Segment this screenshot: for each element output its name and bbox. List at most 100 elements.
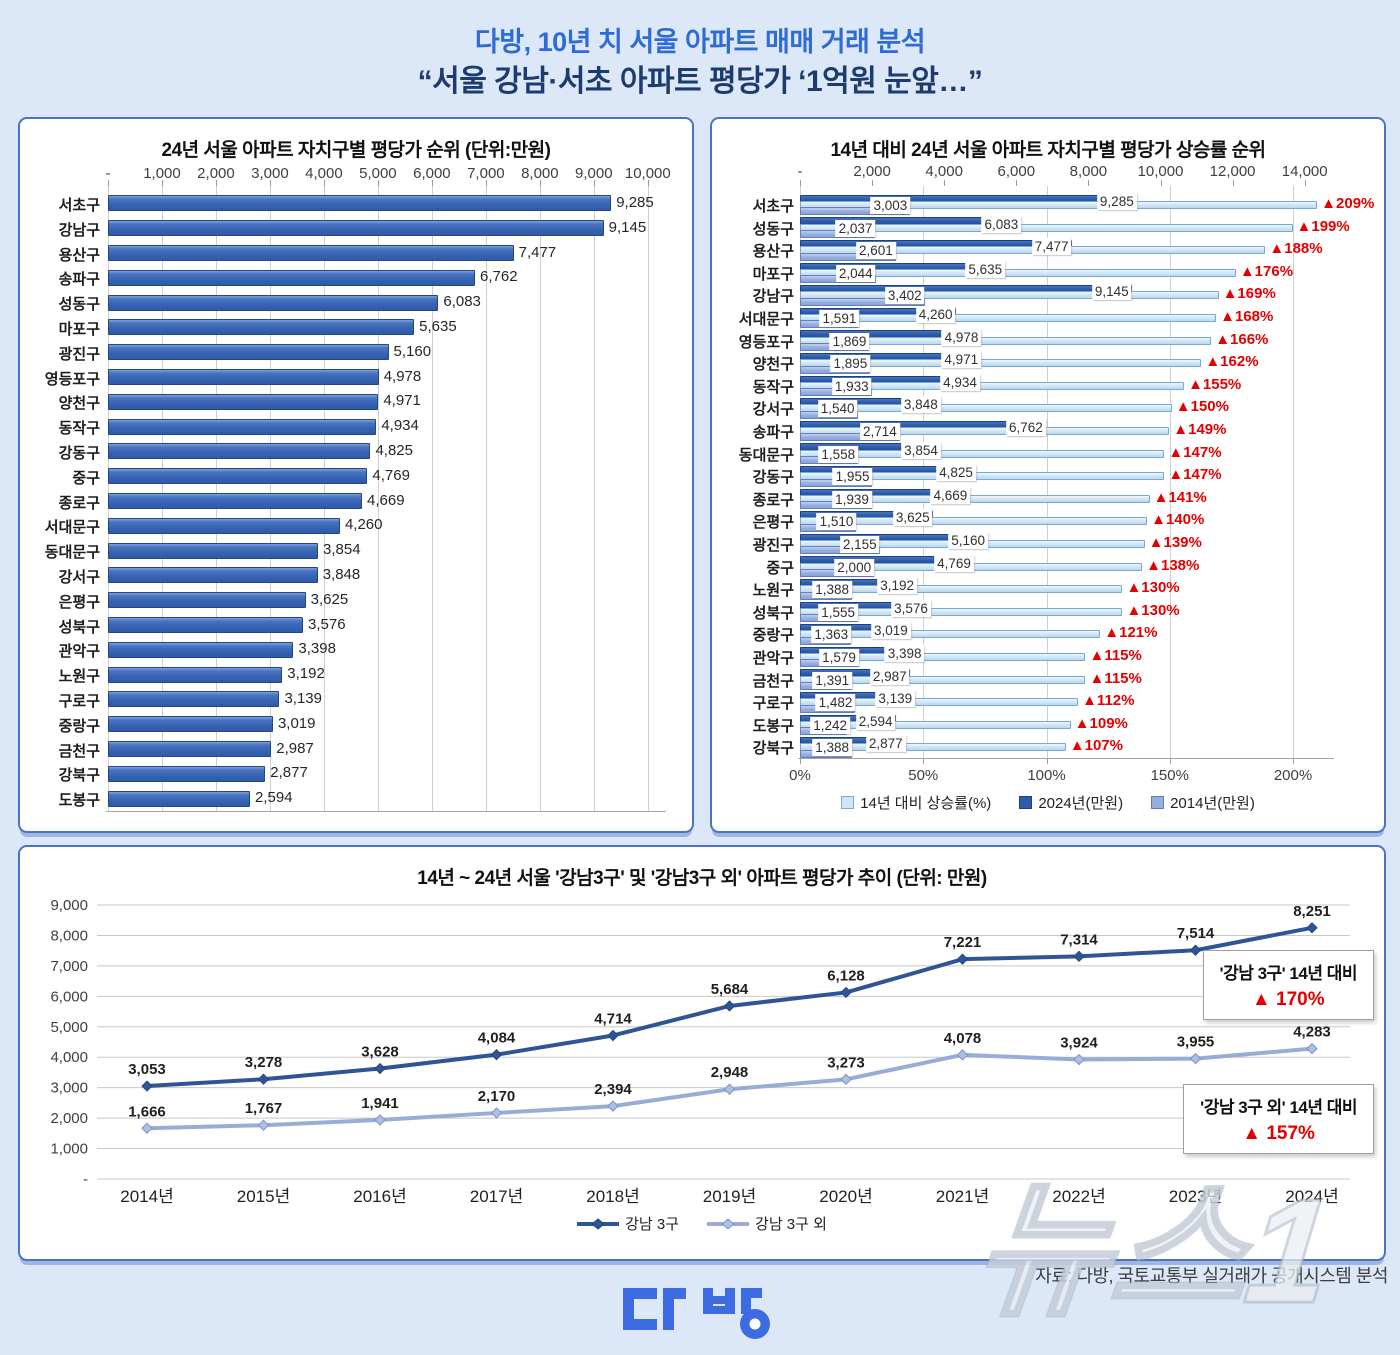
data-point-label: 8,251	[1293, 903, 1331, 920]
district-label: 양천구	[58, 395, 100, 413]
chart1-title: 24년 서울 아파트 자치구별 평당가 순위 (단위:만원)	[161, 140, 551, 161]
value-label-2014: 1,391	[812, 671, 853, 689]
value-label-2024: 3,139	[875, 690, 916, 708]
value-label: 9,145	[608, 218, 647, 236]
rise-rate-label: ▲150%	[1175, 398, 1229, 416]
district-label: 강북구	[752, 740, 794, 758]
value-label-2024: 4,971	[941, 351, 982, 369]
data-point-marker	[1073, 1053, 1085, 1066]
bar-rise-rate	[800, 698, 1079, 707]
percent-axis-tick	[1169, 758, 1171, 764]
percent-axis-tick	[923, 758, 925, 764]
price-bar	[108, 517, 340, 534]
data-point-label: 1,666	[128, 1103, 166, 1120]
legend-swatch	[841, 796, 855, 809]
x-axis-baseline	[798, 758, 1334, 759]
y-axis-tick-label: 7,000	[50, 958, 88, 975]
value-label-2024: 2,987	[869, 667, 910, 685]
x-axis-tick-label: 2018년	[586, 1187, 639, 1206]
chart2-title: 14년 대비 24년 서울 아파트 자치구별 평당가 상승률 순위	[830, 140, 1266, 161]
district-label: 중구	[766, 559, 794, 577]
percent-axis-tick	[1293, 758, 1294, 764]
district-row: 구로구 3,139	[20, 687, 688, 712]
district-row: 강북구 2,877	[20, 761, 688, 786]
district-row: 종로구 4,669	[20, 489, 688, 514]
price-bar	[108, 492, 363, 509]
data-point-label: 3,628	[361, 1044, 399, 1061]
x-axis-tick-label: 10,000	[624, 165, 671, 182]
district-row: 서대문구 4,260	[20, 513, 688, 538]
district-row: 동대문구 3,854	[20, 538, 688, 563]
value-label-2024: 5,635	[965, 260, 1006, 278]
bar-rise-rate	[800, 404, 1172, 413]
percent-axis-tick	[1046, 758, 1048, 764]
value-label-2024: 4,934	[940, 373, 980, 391]
value-label-2014: 1,558	[818, 445, 859, 463]
bar-rise-rate	[800, 291, 1219, 300]
x-axis-tick-label: 2016년	[353, 1187, 406, 1206]
page-title: 다방, 10년 치 서울 아파트 매매 거래 분석	[474, 27, 926, 57]
district-label: 동대문구	[738, 446, 794, 464]
x-axis-tick-label: 2020년	[819, 1187, 872, 1206]
price-bar	[108, 691, 280, 708]
x-axis-tick-label: 8,000	[521, 165, 559, 182]
district-row: 노원구 3,192	[20, 662, 688, 687]
price-bar	[108, 443, 371, 460]
x-axis-tick-label: 9,000	[575, 165, 613, 182]
district-label: 강서구	[58, 569, 100, 586]
district-label: 양천구	[752, 356, 794, 374]
y-axis-tick-label: 3,000	[50, 1080, 88, 1097]
line-chart-canvas: - 1,000 2,000 3,000 4,000 5,000 6,000 7,000 8,00…	[50, 897, 1350, 1206]
price-bar	[108, 195, 612, 212]
rise-rate-label: ▲168%	[1220, 308, 1274, 325]
data-point-label: 4,714	[594, 1010, 632, 1027]
price-bar	[108, 244, 514, 261]
rise-rate-label: ▲112%	[1082, 692, 1135, 710]
district-row: 광진구 5,160	[20, 340, 688, 365]
value-axis-tick	[872, 180, 874, 186]
value-axis-tick	[944, 180, 946, 186]
district-label: 서초구	[752, 198, 794, 215]
value-label: 3,398	[298, 640, 336, 658]
rise-rate-label: ▲149%	[1173, 421, 1227, 438]
district-label: 관악구	[752, 650, 794, 667]
value-label-2024: 4,260	[915, 306, 956, 323]
rise-rate-label: ▲147%	[1168, 443, 1222, 461]
price-bar	[108, 393, 379, 410]
bar-rise-rate	[800, 336, 1212, 345]
data-point-marker	[374, 1062, 386, 1075]
legend-label: 강남 3구	[625, 1216, 680, 1233]
district-row: 구로구 3,139 1,482 ▲112%	[712, 690, 1380, 713]
data-point-marker	[490, 1048, 503, 1061]
district-row: 은평구 3,625 1,510 ▲140%	[712, 509, 1380, 532]
data-point-marker	[1189, 1052, 1202, 1065]
value-label: 7,477	[518, 243, 557, 261]
legend-label: 2014년(만원)	[1170, 795, 1255, 812]
value-label: 3,854	[323, 541, 361, 559]
y-axis-tick-label: 6,000	[50, 988, 88, 1005]
district-row: 강동구 4,825 1,955 ▲147%	[712, 464, 1380, 487]
rise-rate-label: ▲138%	[1146, 556, 1200, 574]
data-point-marker	[141, 1122, 153, 1134]
data-point-marker	[956, 1049, 969, 1061]
data-point-label: 4,283	[1293, 1024, 1331, 1041]
value-axis-tick	[1088, 180, 1090, 186]
district-label: 강남구	[58, 221, 100, 239]
y-axis-tick-label: 2,000	[50, 1110, 88, 1127]
x-axis-tick-label: 2017년	[470, 1187, 523, 1206]
bar-rise-rate	[800, 720, 1071, 729]
bar-rise-rate	[800, 517, 1148, 526]
district-label: 성북구	[58, 618, 100, 636]
price-bar	[108, 344, 389, 361]
value-label: 3,625	[310, 590, 349, 608]
data-point-marker	[607, 1029, 619, 1042]
district-row: 중랑구 3,019 1,363 ▲121%	[712, 622, 1380, 645]
data-point-marker	[840, 986, 852, 999]
data-point-marker	[257, 1119, 270, 1131]
value-label: 6,762	[480, 268, 518, 286]
data-point-label: 3,278	[245, 1054, 283, 1071]
district-label: 종로구	[58, 494, 100, 512]
value-label-2024: 4,669	[930, 486, 971, 504]
price-bar	[108, 269, 476, 286]
